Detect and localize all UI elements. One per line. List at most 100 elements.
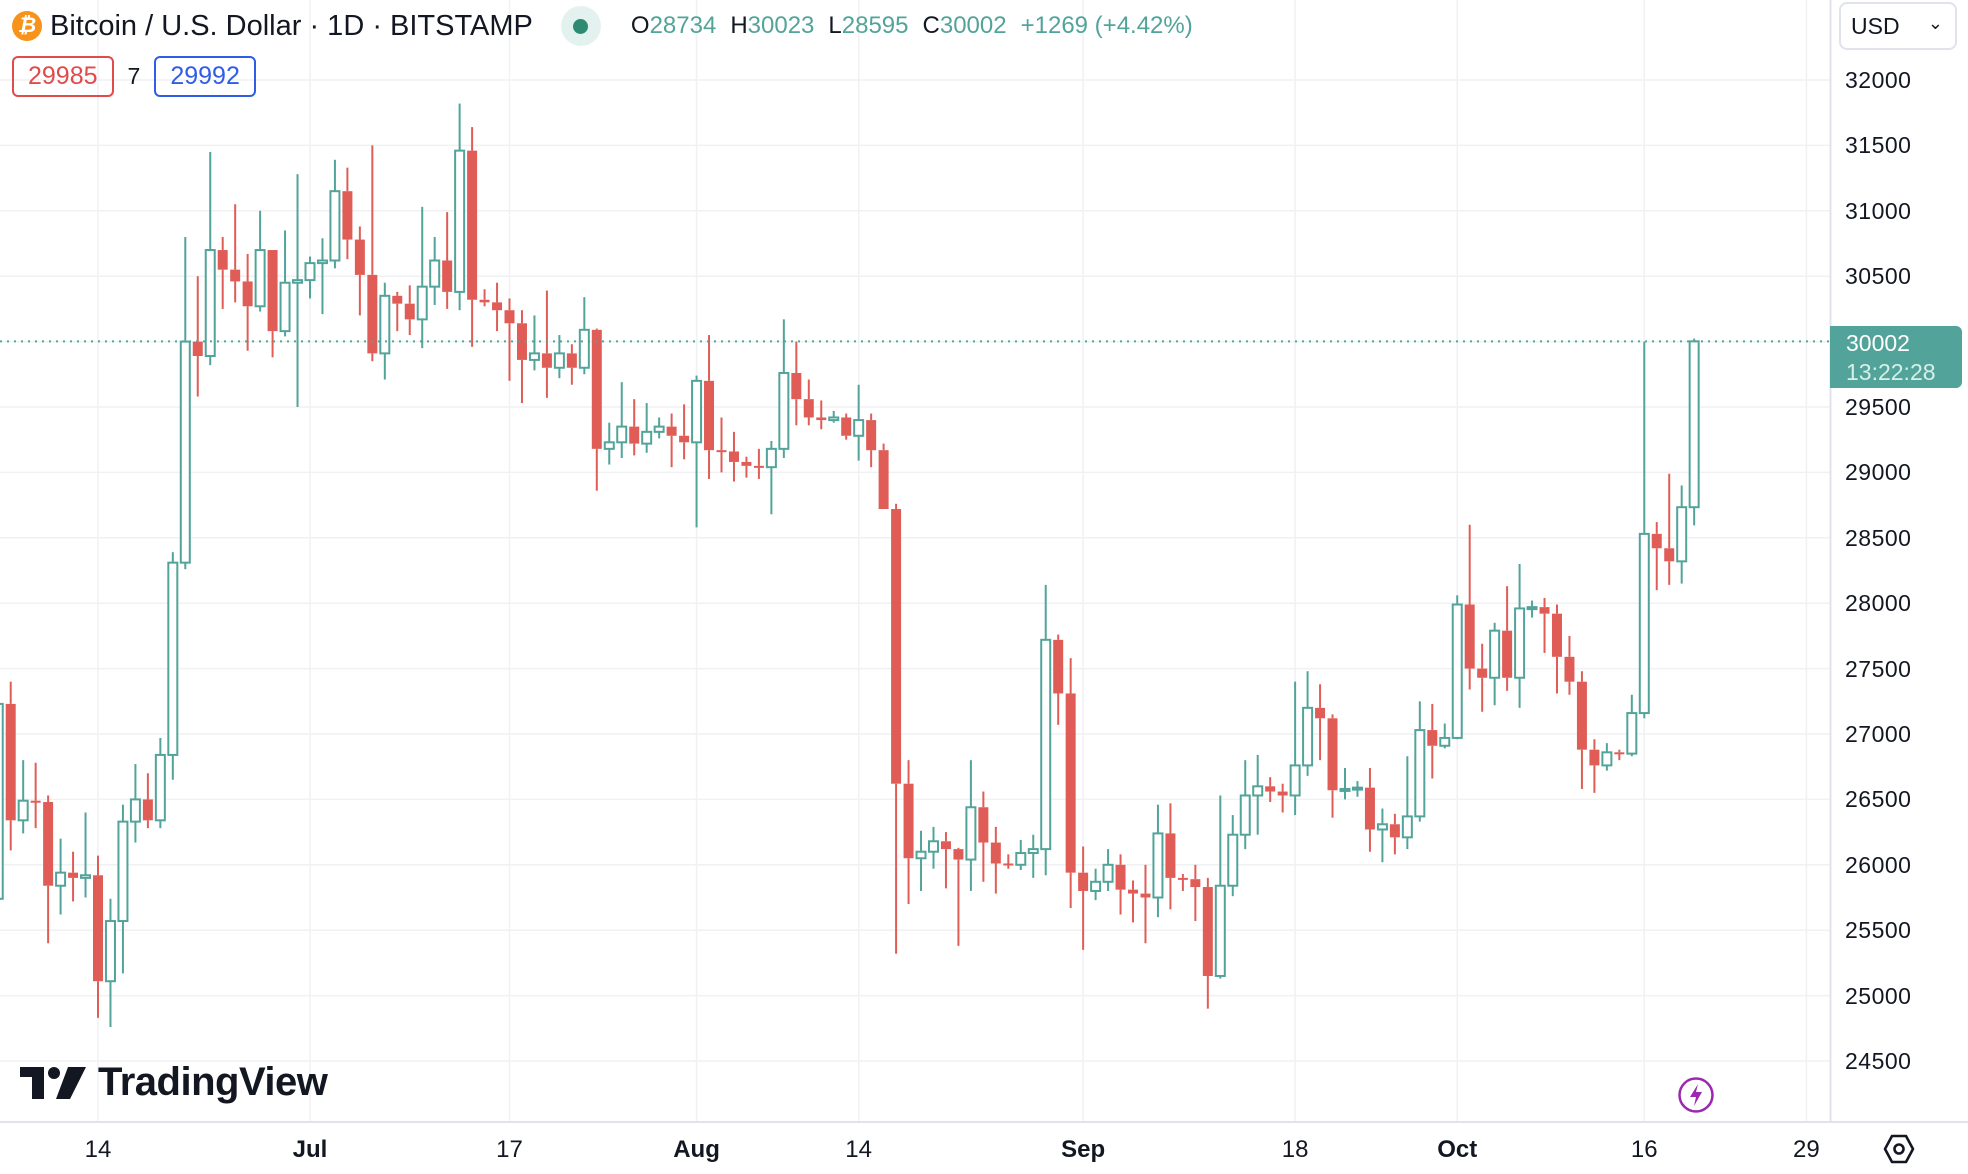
candle — [279, 230, 291, 337]
candle — [516, 310, 527, 404]
candle — [93, 855, 103, 1018]
candle — [691, 375, 703, 528]
candle — [379, 282, 391, 380]
time-axis-label: 18 — [1281, 1136, 1309, 1163]
open-value: 28734 — [649, 12, 717, 39]
candle — [55, 838, 67, 915]
candle — [741, 456, 752, 478]
candle — [367, 145, 378, 362]
candle — [0, 702, 4, 900]
candle — [616, 382, 628, 459]
price-axis-label: 28500 — [1845, 524, 1912, 551]
candle — [504, 298, 515, 381]
candle — [1090, 868, 1102, 901]
candle — [1651, 522, 1662, 591]
market-open-dot-icon — [573, 18, 589, 34]
candle — [1638, 341, 1650, 719]
candle — [1315, 684, 1326, 761]
candle — [1626, 694, 1638, 757]
market-status-indicator[interactable] — [560, 6, 601, 46]
candle — [1289, 681, 1301, 816]
candle — [891, 503, 902, 954]
bid-ask-row: 29985 7 29992 — [12, 56, 256, 97]
candle — [1190, 864, 1201, 922]
candle — [629, 399, 640, 456]
candle — [1078, 846, 1089, 950]
candle — [641, 403, 653, 453]
change-value: +1269 (+4.42%) — [1020, 12, 1193, 39]
ohlc-values: O28734 H30023 L28595 C30002 +1269 (+4.42… — [631, 12, 1193, 40]
currency-select[interactable]: USD ⌄ — [1839, 2, 1957, 50]
candle — [1514, 563, 1526, 708]
price-axis-label: 25000 — [1845, 982, 1912, 1009]
candles — [0, 103, 1700, 1027]
candle — [117, 804, 129, 974]
candle — [940, 832, 951, 889]
time-axis-label: 29 — [1793, 1136, 1820, 1163]
high-label: H — [730, 12, 748, 39]
candle — [230, 204, 241, 303]
close-label: C — [922, 12, 940, 39]
candle — [179, 236, 191, 570]
candle — [43, 795, 54, 944]
candle — [866, 413, 877, 468]
buy-price-button[interactable]: 29992 — [154, 56, 256, 97]
candle — [1239, 760, 1251, 850]
candle — [1451, 595, 1463, 740]
price-axis-label: 28000 — [1845, 590, 1912, 617]
time-axis-label: Jul — [292, 1136, 328, 1163]
tradingview-logo[interactable]: TradingView — [20, 1060, 328, 1105]
close-value: 30002 — [939, 12, 1007, 39]
candle — [267, 250, 278, 358]
candle — [578, 297, 590, 375]
candle — [30, 762, 41, 829]
time-axis-label: 14 — [845, 1136, 873, 1163]
time-axis-label: 14 — [84, 1136, 112, 1163]
price-axis-label: 26000 — [1845, 851, 1912, 878]
lightning-icon[interactable] — [1677, 1076, 1715, 1114]
candle — [316, 238, 328, 315]
candle — [129, 764, 141, 843]
candle — [1551, 604, 1562, 694]
settings-icon[interactable] — [1882, 1132, 1916, 1166]
candle — [803, 379, 814, 426]
grid-lines — [0, 0, 1830, 1122]
candle — [1464, 524, 1475, 690]
candle — [80, 812, 92, 898]
candle — [915, 830, 927, 891]
candle — [192, 276, 203, 397]
candle — [765, 441, 777, 515]
price-axis-label: 27500 — [1845, 655, 1912, 682]
candle — [479, 289, 490, 307]
candle — [990, 826, 1001, 894]
candle — [254, 210, 266, 312]
candle — [1576, 671, 1587, 789]
time-axis-label: 17 — [496, 1136, 523, 1163]
candle — [1376, 808, 1388, 863]
candle — [903, 760, 914, 905]
tradingview-logo-icon — [20, 1066, 86, 1099]
candle — [553, 335, 565, 379]
symbol-title[interactable]: Bitcoin / U.S. Dollar · 1D · BITSTAMP — [50, 9, 533, 42]
candle — [853, 384, 865, 461]
sell-price-button[interactable]: 29985 — [12, 56, 114, 97]
candle — [1427, 703, 1438, 779]
candle — [1302, 671, 1314, 776]
candle — [1277, 783, 1288, 813]
candle — [965, 760, 977, 891]
currency-value: USD — [1851, 12, 1900, 39]
candle — [1351, 781, 1363, 797]
candle — [1564, 635, 1575, 695]
candle — [603, 422, 615, 465]
low-value: 28595 — [841, 12, 909, 39]
candle — [1614, 749, 1625, 761]
candle — [392, 291, 403, 332]
candle — [1003, 854, 1014, 869]
candle — [1152, 804, 1164, 918]
candle — [927, 826, 939, 869]
candle — [591, 328, 602, 491]
candle — [1115, 854, 1126, 915]
candle — [1165, 803, 1176, 910]
spread-value: 7 — [127, 63, 141, 89]
